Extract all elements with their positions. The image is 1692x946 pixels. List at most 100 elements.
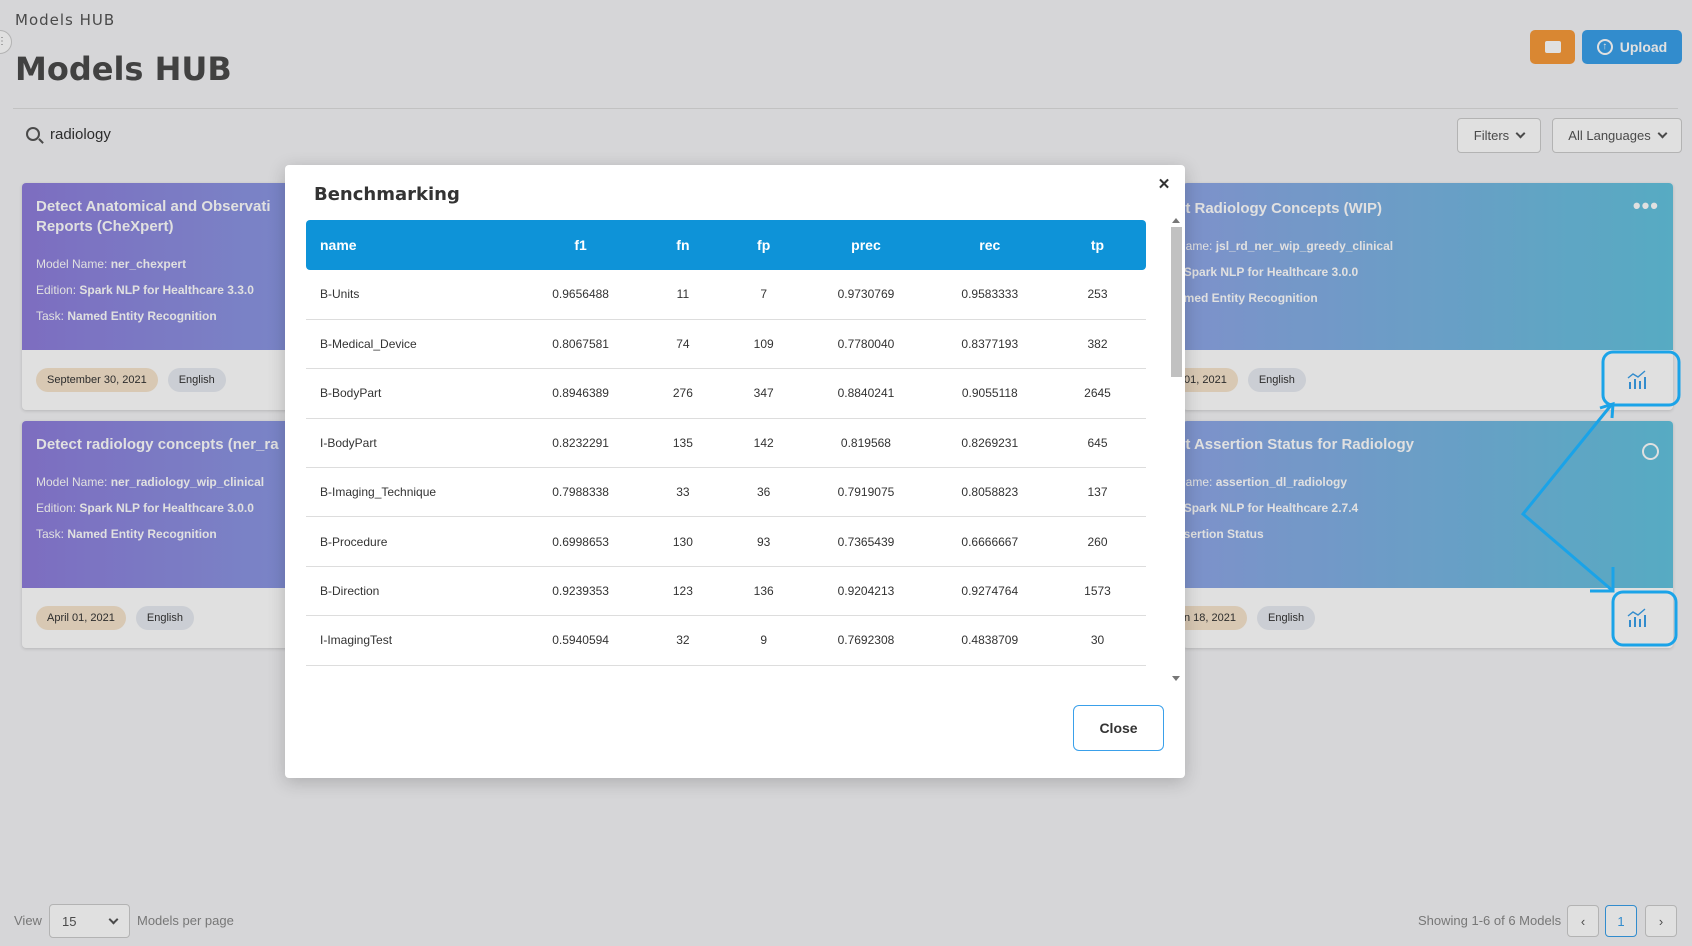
column-header: prec [851,237,881,253]
table-row: I-BodyPart 0.8232291 135 142 0.819568 0.82692… [306,418,1146,468]
upload-icon: ↑ [1596,39,1613,55]
search-input[interactable]: radiology [50,126,111,143]
table-cell-prec: 0.7780040 [837,337,895,352]
table-cell-prec: 0.8840241 [837,386,895,401]
model-name-line: Model Name: ner_radiology_wip_clinical [36,469,301,495]
table-row: B-Direction 0.9239353 123 136 0.9204213 0.927… [306,566,1146,616]
edition-value: Spark NLP for Healthcare 3.3.0 [79,283,254,297]
table-cell-fp: 109 [753,337,774,352]
date-badge: n 18, 2021 [1183,606,1247,630]
scroll-up-icon[interactable] [1172,218,1180,223]
model-name-value: ner_radiology_wip_clinical [110,475,265,489]
page-1-button[interactable]: 1 [1605,905,1637,937]
table-cell-tp: 260 [1087,534,1108,549]
language-badge: English [1257,606,1316,630]
table-cell-prec: 0.7692308 [837,633,895,648]
per-page-select[interactable]: 15 [49,904,130,938]
task-label: Task: [36,309,65,323]
task-value: Named Entity Recognition [67,309,217,323]
close-button[interactable]: Close [1073,705,1164,751]
select-radio-icon[interactable] [1642,443,1659,460]
edition-line: : Spark NLP for Healthcare 3.0.0 [1183,259,1659,285]
table-row: B-BodyPart 0.8946389 276 347 0.8840241 0.9055… [306,369,1146,419]
table-cell-fp: 142 [753,435,774,450]
model-name-value: assertion_dl_radiology [1215,475,1348,489]
edition-line: Edition: Spark NLP for Healthcare 3.0.0 [36,495,301,521]
column-header: rec [979,237,1001,253]
table-cell-f1: 0.6998653 [552,534,609,549]
date-badge: April 01, 2021 [36,606,126,630]
table-row: B-Medical_Device 0.8067581 74 109 0.7780040 0… [306,319,1146,369]
table-cell-f1: 0.8232291 [552,435,609,450]
upload-label: Upload [1619,39,1668,55]
table-cell-rec: 0.6666667 [961,534,1019,549]
table-cell-name: B-Imaging_Technique [320,485,437,500]
model-name-label: Model Name: [36,475,108,489]
model-card-title: ct Assertion Status for Radiology [1183,436,1414,453]
upload-button[interactable]: ↑ Upload [1582,30,1682,64]
drive-icon [1544,41,1561,53]
table-cell-fp: 36 [756,485,771,500]
table-cell-prec: 0.819568 [840,435,891,450]
table-cell-tp: 645 [1087,435,1108,450]
edition-line: : Spark NLP for Healthcare 2.7.4 [1183,495,1659,521]
table-cell-tp: 382 [1087,337,1108,352]
scrollbar-thumb[interactable] [1171,227,1182,377]
scroll-down-icon[interactable] [1172,676,1180,681]
modal-title: Benchmarking [314,184,460,205]
model-name-value: ner_chexpert [110,257,187,271]
language-dropdown[interactable]: All Languages [1552,118,1682,153]
table-cell-name: I-BodyPart [320,435,377,450]
table-cell-rec: 0.8058823 [961,485,1019,500]
table-cell-f1: 0.5940594 [552,633,609,648]
model-card-title: Detect Anatomical and Observati Reports … [36,197,301,237]
model-name-label: Name: [1183,475,1213,489]
view-label: View [14,913,42,928]
language-badge: English [1247,368,1306,392]
task-value: Named Entity Recognition [67,527,217,541]
table-row: B-Procedure 0.6998653 130 93 0.7365439 0.6666… [306,517,1146,567]
search-icon [26,127,40,141]
edition-label: Edition: [36,283,77,297]
task-line: amed Entity Recognition [1183,285,1659,311]
model-card-title: Detect radiology concepts (ner_ra [36,436,279,453]
table-cell-name: B-Procedure [320,534,388,549]
divider [13,108,1678,109]
filters-dropdown[interactable]: Filters [1457,118,1541,153]
model-card[interactable]: Detect Anatomical and Observati Reports … [22,183,315,410]
storage-button[interactable] [1530,30,1575,64]
benchmark-table-container[interactable]: name f1 fn fp prec rec tp B-Units 0.96564… [306,220,1146,685]
task-value: amed Entity Recognition [1183,291,1318,305]
column-header: fn [676,237,690,253]
table-header-row: name f1 fn fp prec rec tp [306,220,1146,270]
breadcrumb: Models HUB [15,11,116,29]
task-value: ssertion Status [1183,527,1264,541]
model-card-title-line: Detect Anatomical and Observati [36,198,271,215]
table-cell-f1: 0.9239353 [552,584,609,599]
table-cell-f1: 0.7988338 [552,485,609,500]
filters-label: Filters [1473,128,1510,143]
pagination-summary: Showing 1-6 of 6 Models [1418,913,1562,928]
date-badge: 01, 2021 [1183,368,1238,392]
model-card[interactable]: ct Radiology Concepts (WIP) Name: jsl_rd… [1183,183,1673,410]
model-card[interactable]: Detect radiology concepts (ner_ra Model … [22,421,315,648]
table-cell-fn: 32 [676,633,690,648]
table-cell-tp: 1573 [1084,584,1111,599]
table-cell-tp: 137 [1087,485,1108,500]
model-card-title-line: Reports (CheXpert) [36,218,174,235]
modal-scrollbar[interactable] [1169,214,1183,685]
page-title: Models HUB [15,50,232,88]
per-page-value: 15 [62,913,77,929]
model-name-line: Name: jsl_rd_ner_wip_greedy_clinical [1183,233,1659,259]
table-cell-name: B-Direction [320,584,380,599]
table-cell-f1: 0.8067581 [552,337,609,352]
table-cell-f1: 0.9656488 [552,287,609,302]
close-icon[interactable]: ✕ [1157,176,1171,193]
next-page-button[interactable]: › [1645,905,1677,937]
task-line: Task: Named Entity Recognition [36,303,301,329]
prev-page-button[interactable]: ‹ [1567,905,1599,937]
table-cell-fn: 123 [672,584,693,599]
column-header: fp [757,237,771,253]
table-cell-fn: 135 [672,435,693,450]
table-cell-rec: 0.9055118 [961,386,1018,401]
